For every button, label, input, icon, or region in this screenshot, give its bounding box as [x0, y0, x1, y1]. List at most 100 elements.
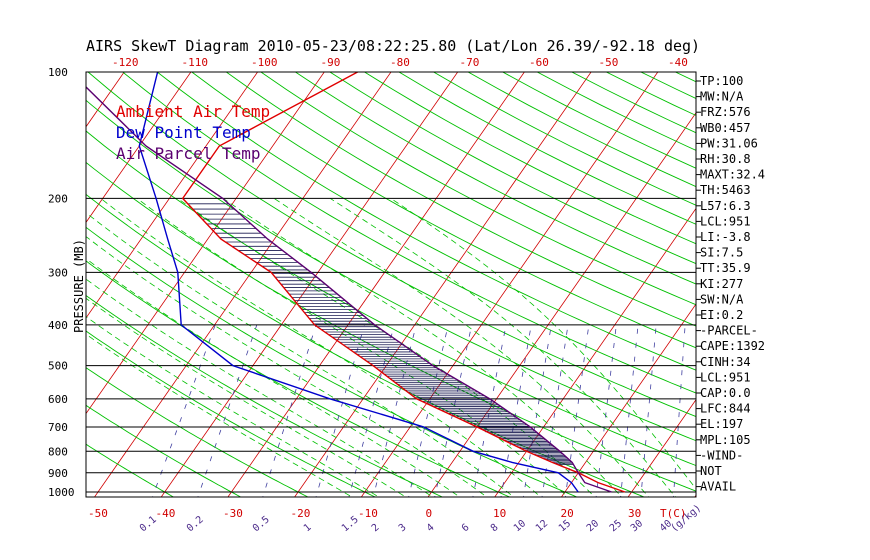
dry-adiabat-line — [86, 161, 696, 492]
bottom-temp-tick-label: T(C) — [660, 507, 687, 520]
top-temp-tick-label: -90 — [321, 56, 341, 69]
pressure-tick-label: 1000 — [48, 486, 75, 499]
index-value: FRZ:576 — [700, 105, 751, 119]
pressure-tick-labels: 100 200 300 400 500 600 700 800 900 1000 — [48, 66, 75, 499]
mixing-ratio-label: 25 — [608, 518, 624, 534]
bottom-temp-tick-label: -50 — [88, 507, 108, 520]
index-value: LCL:951 — [700, 370, 751, 384]
dewpoint-temp-line — [138, 72, 579, 493]
isotherm-line — [759, 53, 870, 501]
isotherm-line — [560, 303, 696, 497]
index-value: MPL:105 — [700, 433, 751, 447]
bottom-temp-tick-label: -10 — [358, 507, 378, 520]
mixing-ratio-grid — [152, 324, 686, 497]
index-value: MAXT:32.4 — [700, 168, 765, 182]
dry-adiabat-line — [86, 330, 377, 497]
dry-adiabat-line — [363, 72, 696, 245]
mixing-ratio-line — [262, 324, 317, 497]
mixing-ratio-line — [620, 324, 639, 497]
index-value: -PARCEL- — [700, 324, 758, 338]
index-value: WB0:457 — [700, 121, 751, 135]
moist-adiabat-line — [330, 198, 677, 497]
isotherm-line — [494, 207, 696, 497]
isotherm-line — [227, 72, 525, 497]
dry-adiabat-line — [329, 72, 696, 265]
mixing-ratio-line — [640, 324, 657, 497]
isotherm-line — [427, 112, 696, 497]
moist-adiabat-line — [86, 297, 407, 497]
index-value: KI:277 — [700, 277, 743, 291]
mixing-ratio-line — [564, 324, 590, 497]
pressure-grid — [86, 197, 696, 493]
moist-adiabat-line — [86, 316, 380, 497]
index-value: AVAIL — [700, 480, 736, 494]
pressure-tick-label: 800 — [48, 445, 68, 458]
mixing-ratio-label: 20 — [585, 518, 601, 534]
dry-adiabat-line — [398, 72, 696, 225]
pressure-tick-label: 400 — [48, 319, 68, 332]
dry-adiabat-line — [674, 72, 696, 83]
mixing-ratio-label: 0.5 — [251, 514, 272, 534]
dry-adiabat-line — [86, 443, 175, 497]
mixing-ratio-label: 6 — [460, 522, 472, 534]
index-value: MW:N/A — [700, 90, 744, 104]
dry-adiabat-line — [294, 72, 696, 285]
mixing-ratio-label: 1 — [302, 522, 314, 534]
mixing-ratio-line — [472, 324, 507, 497]
mixing-ratio-label: 0.2 — [185, 514, 206, 534]
mixing-ratio-line — [197, 324, 258, 497]
mixing-ratio-line — [315, 324, 365, 497]
index-value: TH:5463 — [700, 183, 751, 197]
index-value: LFC:844 — [700, 402, 751, 416]
isotherm-line — [360, 72, 659, 497]
mixing-ratio-label: 10 — [512, 518, 528, 534]
mixing-ratio-line — [152, 324, 216, 497]
index-value: CAP:0.0 — [700, 386, 751, 400]
mixing-ratio-label: 15 — [557, 518, 573, 534]
mixing-ratio-label: 3 — [397, 522, 409, 534]
mixing-ratio-label: 8 — [489, 522, 501, 534]
isotherm-line — [0, 53, 4, 501]
moist-adiabat-line — [100, 198, 542, 497]
top-temp-tick-label: -80 — [390, 56, 410, 69]
index-value: NOT — [700, 464, 722, 478]
mixing-ratio-line — [673, 324, 686, 497]
index-value: -WIND- — [700, 448, 743, 462]
moist-adiabat-line — [86, 333, 353, 497]
bottom-temp-tick-label: 0 — [426, 507, 433, 520]
dry-adiabat-line — [260, 72, 696, 306]
dry-adiabat-line — [86, 260, 511, 497]
isotherm-line — [825, 53, 870, 501]
top-temp-tick-label: -70 — [460, 56, 480, 69]
moist-adiabat-line — [390, 198, 696, 490]
index-value: L57:6.3 — [700, 199, 751, 213]
bottom-temp-tick-labels: -50 -40 -30 -20 -10 0 10 20 30 T(C) — [88, 507, 687, 520]
top-temp-tick-label: -120 — [112, 56, 139, 69]
isotherm-line — [94, 72, 392, 497]
mixing-ratio-label: 30 — [629, 518, 645, 534]
dry-adiabat-line — [86, 404, 242, 497]
legend-ambient: Ambient Air Temp — [116, 102, 270, 121]
index-value: EL:197 — [700, 417, 743, 431]
mixing-ratio-line — [522, 324, 552, 497]
mixing-ratio-line — [541, 324, 569, 497]
mixing-ratio-line — [434, 324, 473, 497]
index-value: RH:30.8 — [700, 152, 751, 166]
cape-hatch — [187, 203, 574, 465]
isotherm-line — [86, 72, 325, 415]
bottom-temp-tick-label: 20 — [561, 507, 574, 520]
legend: Ambient Air Temp Dew Point Temp Air Parc… — [116, 102, 270, 163]
index-value: TT:35.9 — [700, 261, 751, 275]
index-value: SW:N/A — [700, 292, 744, 306]
series-layer — [86, 72, 626, 493]
pressure-tick-label: 700 — [48, 421, 68, 434]
dry-adiabat-line — [86, 295, 444, 497]
chart-title: AIRS SkewT Diagram 2010-05-23/08:22:25.8… — [86, 37, 700, 55]
index-value: CAPE:1392 — [700, 339, 765, 353]
index-value: TP:100 — [700, 74, 743, 88]
bottom-temp-tick-label: 30 — [628, 507, 641, 520]
ambient-temp-line — [181, 72, 626, 493]
mixing-ratio-label: 4 — [425, 522, 437, 534]
